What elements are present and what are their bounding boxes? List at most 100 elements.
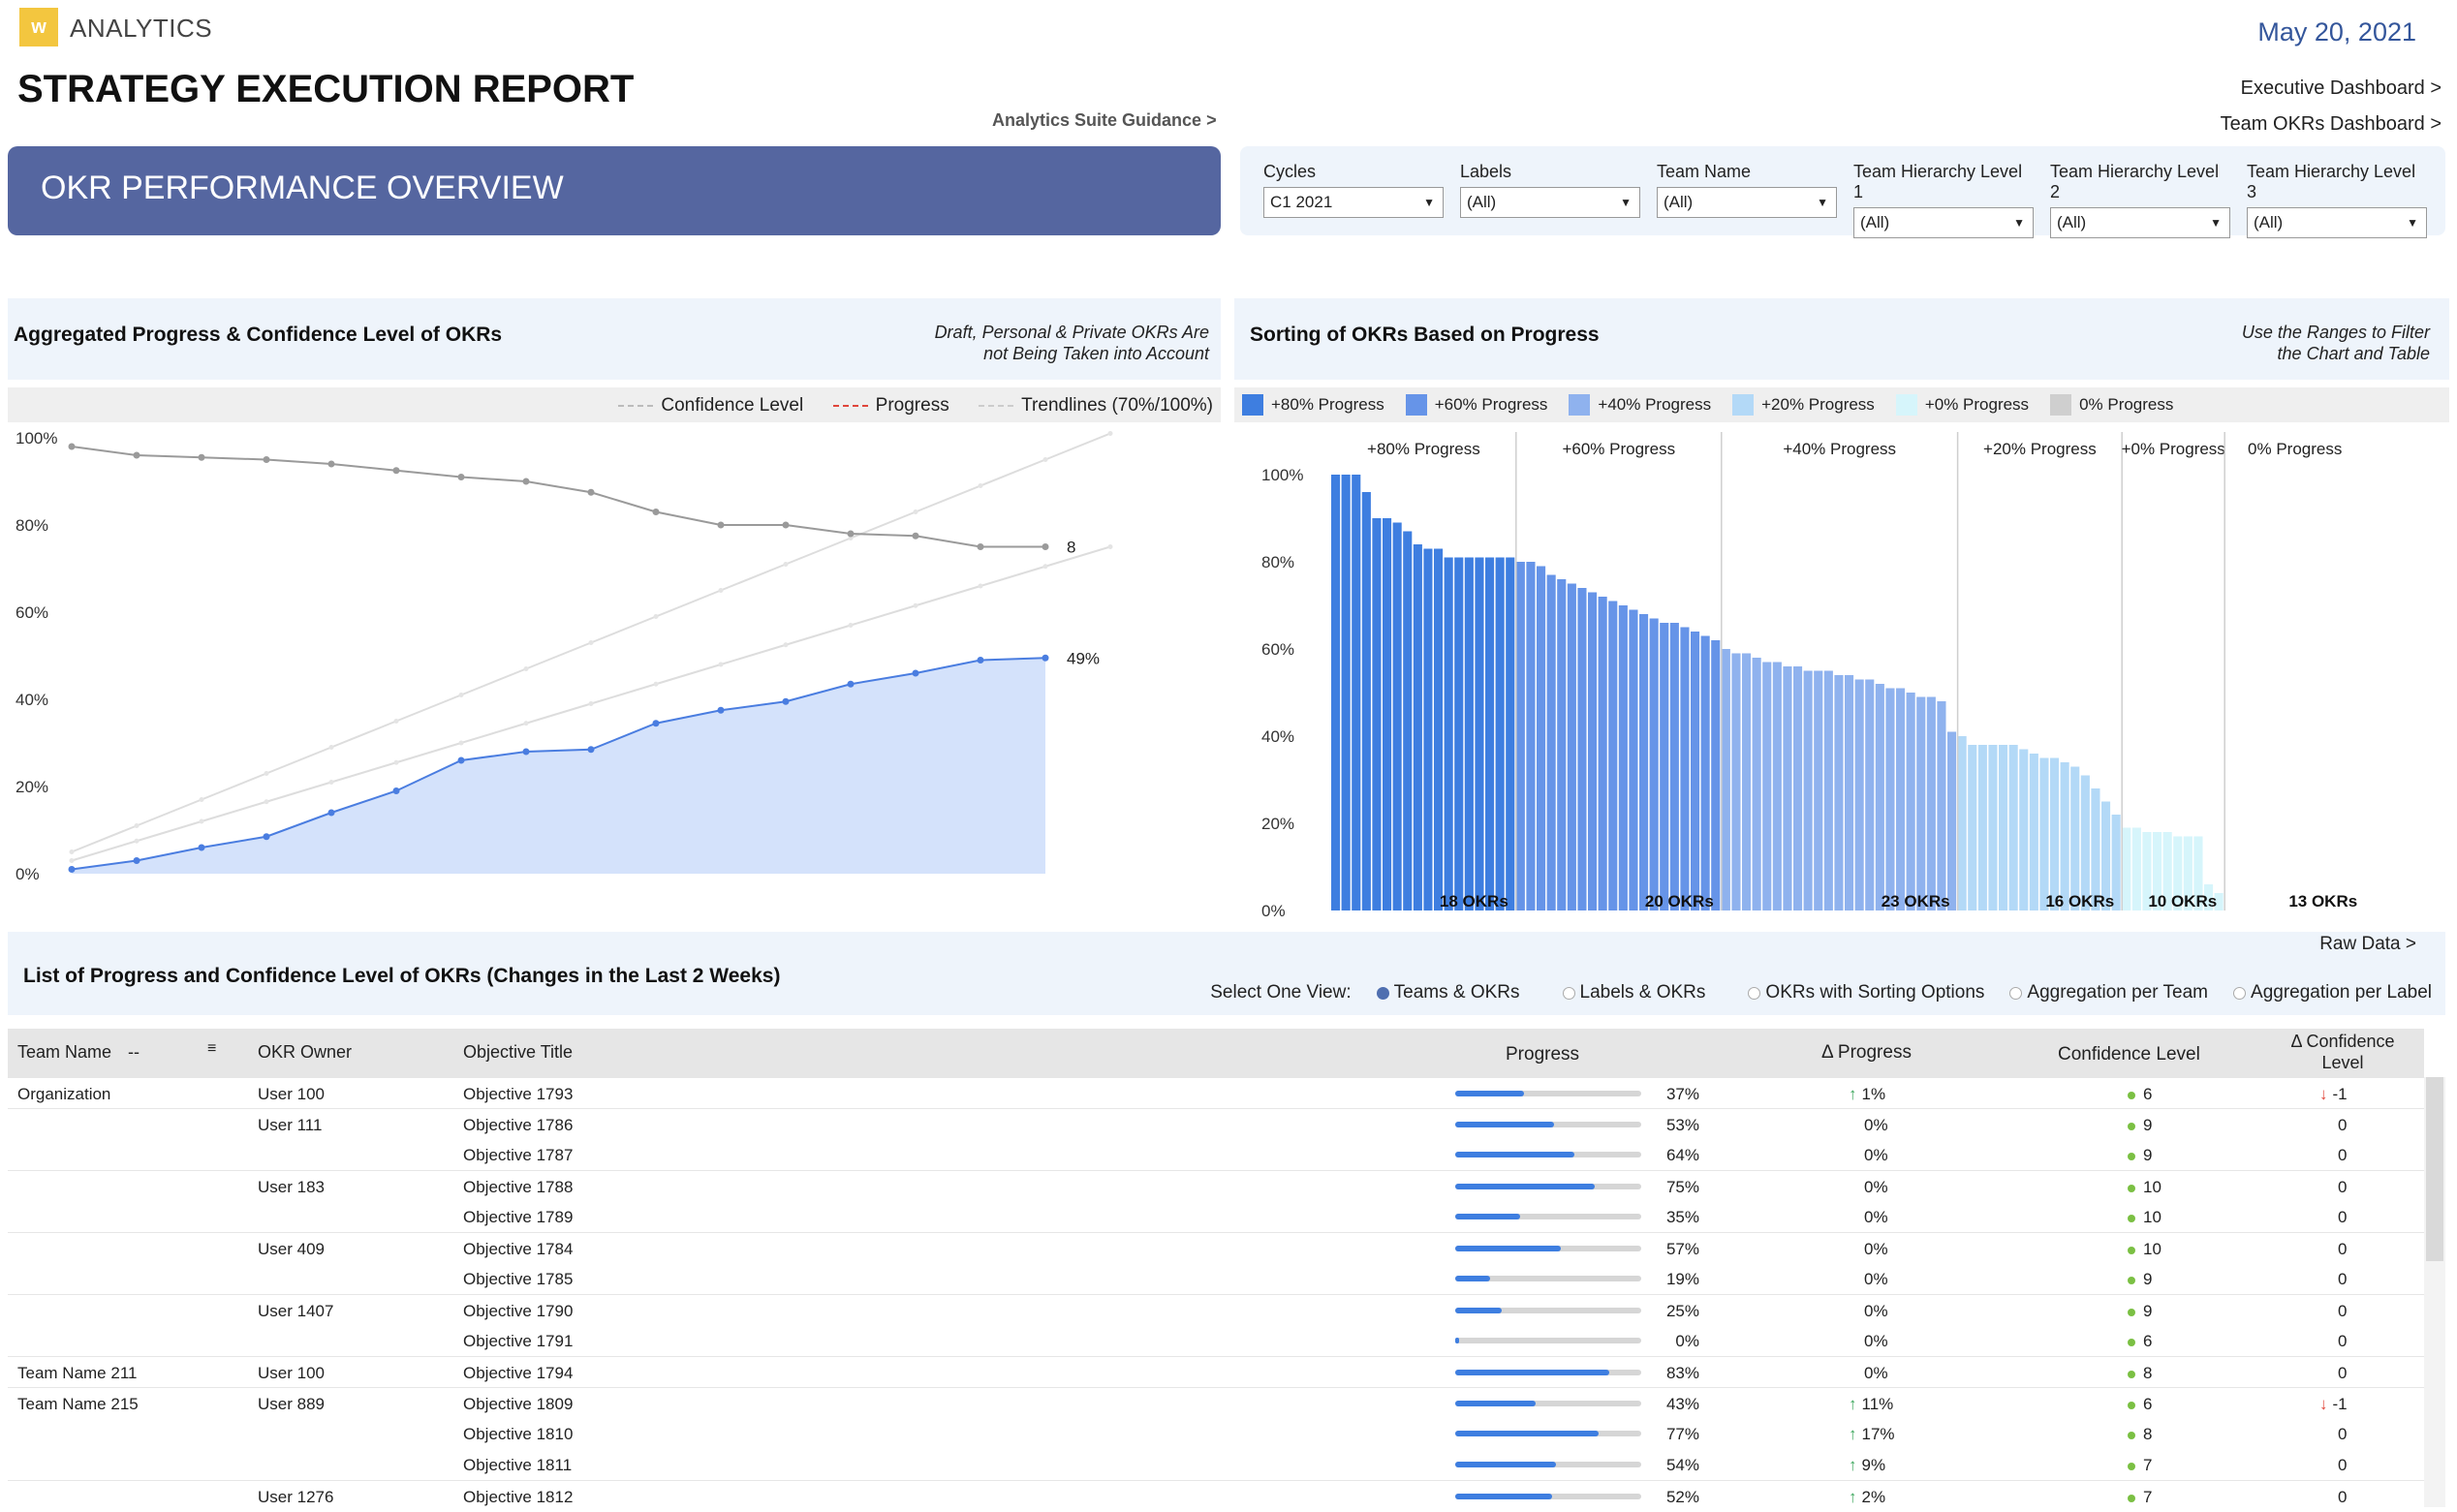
okr-bar[interactable] bbox=[1475, 557, 1484, 911]
sort-icon[interactable]: ≡ bbox=[207, 1040, 217, 1057]
table-row[interactable]: Team Name 211 User 100 Objective 1794 83% 0%… bbox=[8, 1356, 2424, 1388]
okr-bar[interactable] bbox=[2080, 775, 2090, 911]
okr-bar[interactable] bbox=[1988, 745, 1998, 910]
progress-point[interactable] bbox=[652, 720, 660, 727]
okr-bar[interactable] bbox=[2162, 832, 2172, 910]
okr-bar[interactable] bbox=[1968, 745, 1977, 910]
confidence-point[interactable] bbox=[327, 460, 335, 468]
okr-bar[interactable] bbox=[1906, 693, 1915, 910]
view-teams-okrs[interactable]: Teams & OKRs bbox=[1376, 982, 1520, 1003]
progress-point[interactable] bbox=[847, 680, 855, 688]
scrollbar-thumb[interactable] bbox=[2426, 1077, 2443, 1261]
progress-point[interactable] bbox=[198, 844, 205, 851]
hierarchy-3-dropdown[interactable]: (All) ▼ bbox=[2247, 207, 2427, 238]
okr-bar[interactable] bbox=[1403, 531, 1413, 911]
table-row[interactable]: Objective 1810 77% ↑ 17% 8 0 bbox=[8, 1418, 2424, 1449]
okr-bar[interactable] bbox=[2204, 884, 2214, 910]
okr-bar[interactable] bbox=[2101, 801, 2111, 911]
okr-bar[interactable] bbox=[2060, 762, 2069, 910]
confidence-point[interactable] bbox=[977, 543, 984, 550]
okr-bar[interactable] bbox=[2214, 893, 2224, 910]
okr-bar[interactable] bbox=[2039, 757, 2049, 911]
okr-bar[interactable] bbox=[1495, 557, 1505, 911]
okr-bar[interactable] bbox=[1793, 666, 1803, 910]
okr-bar[interactable] bbox=[1588, 592, 1598, 911]
okr-bar[interactable] bbox=[1937, 701, 1946, 910]
range-label[interactable]: +20% Progress bbox=[1983, 440, 2097, 458]
okr-bar[interactable] bbox=[1629, 609, 1638, 911]
table-row[interactable]: Objective 1811 54% ↑ 9% 7 0 bbox=[8, 1449, 2424, 1480]
table-row[interactable]: Organization User 100 Objective 1793 37% ↑ 1%… bbox=[8, 1077, 2424, 1109]
progress-point[interactable] bbox=[392, 787, 400, 794]
okr-bar[interactable] bbox=[1413, 544, 1422, 910]
okr-bar[interactable] bbox=[2131, 827, 2141, 911]
okr-bar[interactable] bbox=[2122, 827, 2131, 911]
raw-data-link[interactable]: Raw Data > bbox=[2319, 934, 2416, 954]
confidence-point[interactable] bbox=[847, 530, 855, 538]
okr-bar[interactable] bbox=[1352, 475, 1361, 910]
table-row[interactable]: User 183 Objective 1788 75% 0% 10 0 bbox=[8, 1170, 2424, 1202]
progress-point[interactable] bbox=[327, 809, 335, 817]
table-row[interactable]: User 1407 Objective 1790 25% 0% 9 0 bbox=[8, 1294, 2424, 1326]
okr-bar[interactable] bbox=[1814, 670, 1823, 911]
view-labels-okrs[interactable]: Labels & OKRs bbox=[1562, 982, 1705, 1003]
progress-point[interactable] bbox=[717, 706, 725, 714]
okr-bar[interactable] bbox=[1618, 605, 1628, 910]
view-aggregation-team[interactable]: Aggregation per Team bbox=[2009, 982, 2208, 1003]
okr-bar[interactable] bbox=[2173, 836, 2183, 911]
okr-bar[interactable] bbox=[1957, 736, 1967, 910]
okr-bar[interactable] bbox=[1383, 518, 1392, 910]
progress-point[interactable] bbox=[977, 657, 984, 663]
bar-legend-item[interactable]: +0% Progress bbox=[1895, 394, 2029, 416]
okr-bar[interactable] bbox=[1567, 583, 1576, 911]
team-name-dropdown[interactable]: (All) ▼ bbox=[1657, 187, 1837, 218]
okr-bar[interactable] bbox=[1762, 662, 1772, 911]
okr-bar[interactable] bbox=[1977, 745, 1987, 910]
col-team-name[interactable]: Team Name bbox=[17, 1042, 112, 1062]
progress-point[interactable] bbox=[1042, 654, 1049, 662]
progress-point[interactable] bbox=[782, 697, 790, 705]
range-label[interactable]: +40% Progress bbox=[1783, 440, 1896, 458]
confidence-point[interactable] bbox=[782, 521, 790, 529]
okr-bar[interactable] bbox=[1361, 492, 1371, 910]
progress-point[interactable] bbox=[587, 746, 595, 754]
okr-bar[interactable] bbox=[1916, 696, 1926, 911]
labels-dropdown[interactable]: (All) ▼ bbox=[1460, 187, 1640, 218]
col-progress[interactable]: Progress bbox=[1506, 1044, 1580, 1065]
okr-bar[interactable] bbox=[1845, 675, 1854, 910]
bar-legend-item[interactable]: +60% Progress bbox=[1405, 394, 1547, 416]
okr-bar[interactable] bbox=[2070, 766, 2080, 911]
table-row[interactable]: Objective 1785 19% 0% 9 0 bbox=[8, 1263, 2424, 1294]
okr-bar[interactable] bbox=[1526, 562, 1536, 910]
bar-legend-item[interactable]: +80% Progress bbox=[1242, 394, 1384, 416]
okr-bar[interactable] bbox=[2153, 832, 2162, 910]
table-row[interactable]: Objective 1791 0% 0% 6 0 bbox=[8, 1325, 2424, 1356]
okr-bar[interactable] bbox=[1423, 548, 1433, 911]
confidence-point[interactable] bbox=[457, 474, 465, 480]
bar-legend-item[interactable]: +20% Progress bbox=[1732, 394, 1875, 416]
progress-point[interactable] bbox=[522, 748, 530, 756]
okr-bar[interactable] bbox=[1331, 475, 1341, 910]
okr-bar[interactable] bbox=[2019, 749, 2029, 911]
range-label[interactable]: +80% Progress bbox=[1367, 440, 1480, 458]
okr-bar[interactable] bbox=[1598, 597, 1607, 910]
okr-bar[interactable] bbox=[2142, 832, 2152, 910]
okr-bar[interactable] bbox=[1669, 623, 1679, 910]
okr-bar[interactable] bbox=[1854, 679, 1864, 911]
okr-bar[interactable] bbox=[2050, 757, 2060, 911]
okr-bar[interactable] bbox=[1680, 627, 1690, 911]
okr-bar[interactable] bbox=[1639, 614, 1649, 910]
table-row[interactable]: User 111 Objective 1786 53% 0% 9 0 bbox=[8, 1108, 2424, 1140]
okr-bar[interactable] bbox=[2183, 836, 2193, 911]
okr-bar[interactable] bbox=[1823, 670, 1833, 911]
okr-bar[interactable] bbox=[1926, 696, 1936, 911]
okr-bar[interactable] bbox=[1700, 635, 1710, 911]
okr-bar[interactable] bbox=[1537, 566, 1546, 911]
team-okrs-dashboard-link[interactable]: Team OKRs Dashboard > bbox=[2220, 113, 2441, 135]
progress-point[interactable] bbox=[263, 833, 270, 841]
okr-bar[interactable] bbox=[1834, 675, 1844, 910]
cycles-dropdown[interactable]: C1 2021 ▼ bbox=[1263, 187, 1444, 218]
col-confidence[interactable]: Confidence Level bbox=[2058, 1044, 2200, 1065]
okr-bar[interactable] bbox=[1772, 662, 1782, 911]
table-row[interactable]: User 409 Objective 1784 57% 0% 10 0 bbox=[8, 1232, 2424, 1264]
